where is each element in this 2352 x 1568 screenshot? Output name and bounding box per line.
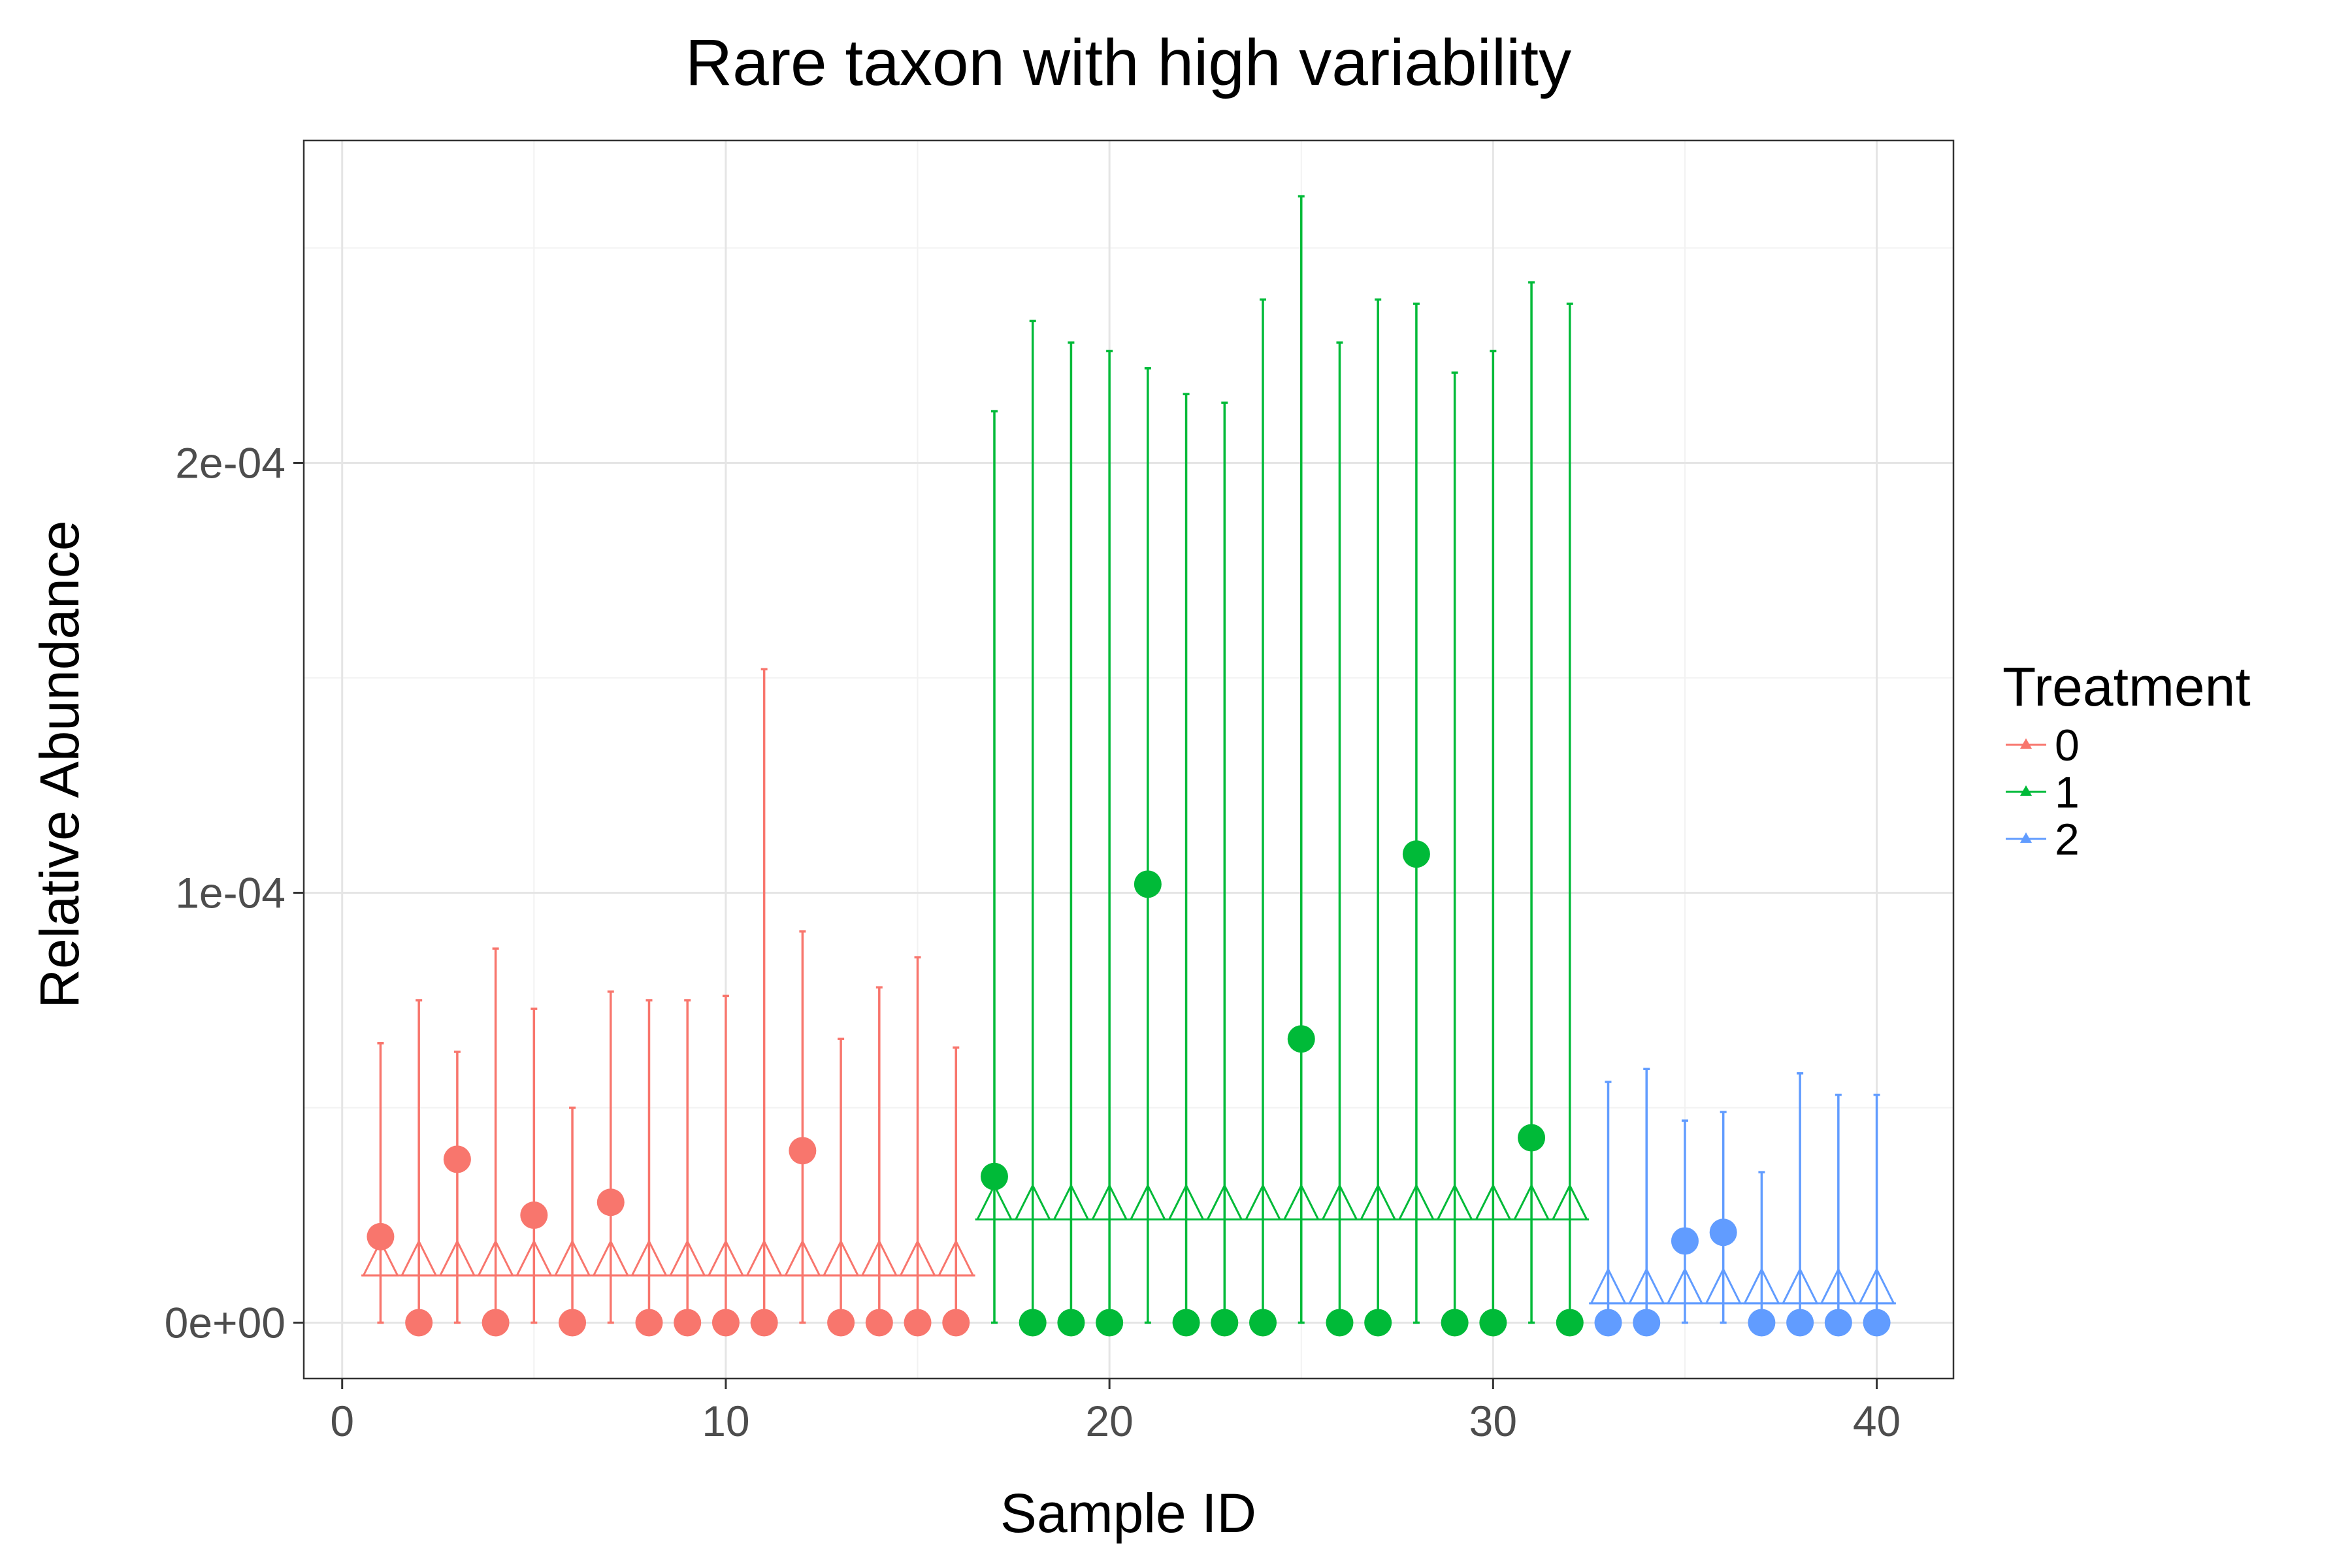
data-point <box>1518 1124 1546 1152</box>
panel-background <box>304 140 1953 1379</box>
data-point <box>1633 1309 1661 1337</box>
legend: Treatment 012 <box>2002 656 2251 864</box>
x-axis-label: Sample ID <box>1000 1482 1256 1544</box>
x-tick-label: 30 <box>1469 1397 1517 1445</box>
data-point <box>635 1309 663 1337</box>
data-point <box>1364 1309 1392 1337</box>
data-point <box>1824 1309 1852 1337</box>
data-point <box>520 1201 548 1229</box>
data-point <box>1402 840 1430 868</box>
y-tick-label: 0e+00 <box>165 1298 286 1347</box>
legend-key-triangle <box>2020 738 2032 749</box>
data-point <box>1441 1309 1469 1337</box>
data-point <box>674 1309 702 1337</box>
x-tick-label: 40 <box>1853 1397 1901 1445</box>
data-point <box>1748 1309 1776 1337</box>
data-point <box>711 1309 740 1337</box>
y-tick-label: 1e-04 <box>175 868 286 917</box>
data-point <box>1211 1309 1239 1337</box>
data-point <box>405 1309 433 1337</box>
axes: 0 10 20 30 40 0e+00 1e-04 2e-04 <box>165 438 1901 1445</box>
data-point <box>1479 1309 1507 1337</box>
data-point <box>1671 1227 1699 1255</box>
data-point <box>1326 1309 1354 1337</box>
plot-panel <box>302 139 1955 1380</box>
data-point <box>1786 1309 1814 1337</box>
data-point <box>865 1309 893 1337</box>
data-point <box>1556 1309 1584 1337</box>
data-point <box>1096 1309 1124 1337</box>
data-point <box>1019 1309 1047 1337</box>
x-tick-label: 10 <box>702 1397 749 1445</box>
data-point <box>942 1309 970 1337</box>
chart-title: Rare taxon with high variability <box>685 26 1571 99</box>
panel-border <box>302 139 1955 1380</box>
x-tick-label: 20 <box>1085 1397 1133 1445</box>
data-point <box>559 1309 587 1337</box>
data-point <box>1863 1309 1891 1337</box>
legend-title: Treatment <box>2002 656 2251 717</box>
data-point <box>596 1188 625 1217</box>
data-point <box>1709 1218 1737 1247</box>
data-point <box>1594 1309 1622 1337</box>
legend-entry-label: 2 <box>2055 815 2080 864</box>
series-0 <box>361 668 975 1337</box>
data-point <box>1134 870 1162 898</box>
series-1 <box>975 195 1590 1337</box>
data-point <box>482 1309 510 1337</box>
data-point <box>1172 1309 1200 1337</box>
y-tick-label: 2e-04 <box>175 438 286 487</box>
data-point <box>367 1222 395 1250</box>
data-point <box>1249 1309 1277 1337</box>
data-point <box>904 1309 932 1337</box>
legend-entry-label: 0 <box>2055 721 2080 770</box>
legend-key-triangle <box>2020 832 2032 843</box>
x-tick-label: 0 <box>330 1397 354 1445</box>
legend-entry-label: 1 <box>2055 768 2080 817</box>
data-point <box>443 1145 471 1173</box>
data-point <box>827 1309 855 1337</box>
data-point <box>789 1137 817 1165</box>
data-point <box>1287 1025 1315 1053</box>
data-point <box>980 1162 1008 1190</box>
data-point <box>1057 1309 1085 1337</box>
data-point <box>750 1309 778 1337</box>
y-axis-label: Relative Abundance <box>29 520 90 1008</box>
legend-key-triangle <box>2020 785 2032 796</box>
series-2 <box>1589 1068 1896 1337</box>
